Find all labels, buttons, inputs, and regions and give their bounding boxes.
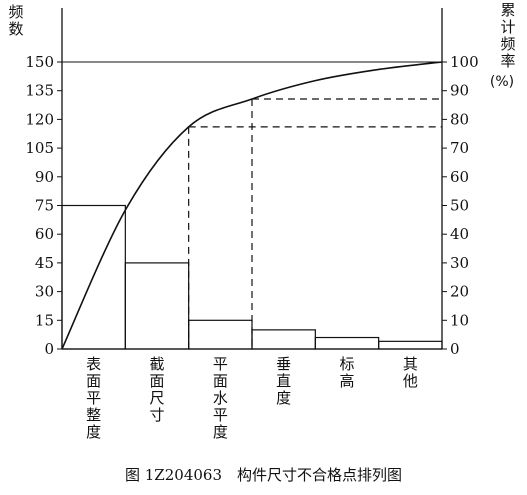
- right-tick-label: 100: [450, 53, 479, 71]
- right-axis-title-char: 频: [500, 35, 516, 53]
- category-label: 标高: [337, 356, 357, 390]
- category-label-char: 平: [212, 406, 228, 424]
- category-label: 其他: [400, 356, 420, 390]
- category-label-char: 尺: [149, 389, 165, 407]
- category-label-char: 寸: [149, 406, 165, 424]
- right-axis-title-char: 率: [500, 52, 516, 70]
- category-label: 截面尺寸: [147, 356, 167, 424]
- right-axis-title: 累 计 频 率: [496, 2, 520, 70]
- right-tick-label: 70: [450, 139, 469, 157]
- right-axis-title-char: 累: [500, 1, 516, 19]
- category-label-char: 面: [86, 372, 102, 390]
- category-label-char: 整: [86, 406, 102, 424]
- left-tick-label: 120: [25, 110, 54, 128]
- left-tick-label: 45: [35, 254, 54, 272]
- right-tick-label: 0: [450, 340, 460, 358]
- right-tick-label: 20: [450, 283, 469, 301]
- right-tick-label: 10: [450, 311, 469, 329]
- category-label: 表面平整度: [84, 356, 104, 441]
- category-label: 垂直度: [274, 356, 294, 407]
- bar: [378, 340, 443, 350]
- category-label: 平面水平度: [210, 356, 230, 441]
- left-tick-label: 135: [25, 82, 54, 100]
- right-tick-label: 80: [450, 110, 469, 128]
- category-label-char: 他: [402, 372, 418, 390]
- left-tick-label: 30: [35, 283, 54, 301]
- left-tick-label: 15: [35, 311, 54, 329]
- category-label-char: 标: [339, 355, 355, 373]
- left-axis-title-char: 数: [8, 20, 24, 38]
- right-axis-title-char: 计: [500, 18, 516, 36]
- left-tick-label: 60: [35, 225, 54, 243]
- category-label-char: 直: [276, 372, 292, 390]
- bar: [188, 319, 253, 350]
- bar: [124, 262, 190, 350]
- category-label-char: 水: [212, 389, 228, 407]
- category-label-char: 表: [86, 355, 102, 373]
- category-label-char: 垂: [276, 355, 292, 373]
- category-label-char: 面: [212, 372, 228, 390]
- left-tick-label: 75: [35, 197, 54, 215]
- right-tick-label: 60: [450, 168, 469, 186]
- left-axis-title-char: 频: [8, 3, 24, 21]
- bar: [251, 329, 316, 350]
- category-label-char: 平: [86, 389, 102, 407]
- left-axis-title: 频 数: [6, 4, 26, 38]
- category-label-char: 其: [402, 355, 418, 373]
- right-axis-unit: (%): [489, 74, 515, 90]
- category-label-char: 度: [276, 389, 292, 407]
- category-label-char: 度: [86, 423, 102, 441]
- right-tick-label: 90: [450, 82, 469, 100]
- category-label-char: 高: [339, 372, 355, 390]
- category-label-char: 度: [212, 423, 228, 441]
- category-label-char: 面: [149, 372, 165, 390]
- cumulative-curve: [61, 61, 443, 350]
- left-tick-label: 90: [35, 168, 54, 186]
- figure-caption: 图 1Z204063 构件尺寸不合格点排列图: [125, 466, 402, 484]
- category-label-char: 平: [212, 355, 228, 373]
- left-tick-label: 150: [25, 53, 54, 71]
- right-tick-label: 50: [450, 197, 469, 215]
- left-tick-label: 0: [44, 340, 54, 358]
- left-tick-label: 105: [25, 139, 54, 157]
- right-tick-label: 40: [450, 225, 469, 243]
- bar: [314, 336, 380, 350]
- category-label-char: 截: [149, 355, 165, 373]
- right-tick-label: 30: [450, 254, 469, 272]
